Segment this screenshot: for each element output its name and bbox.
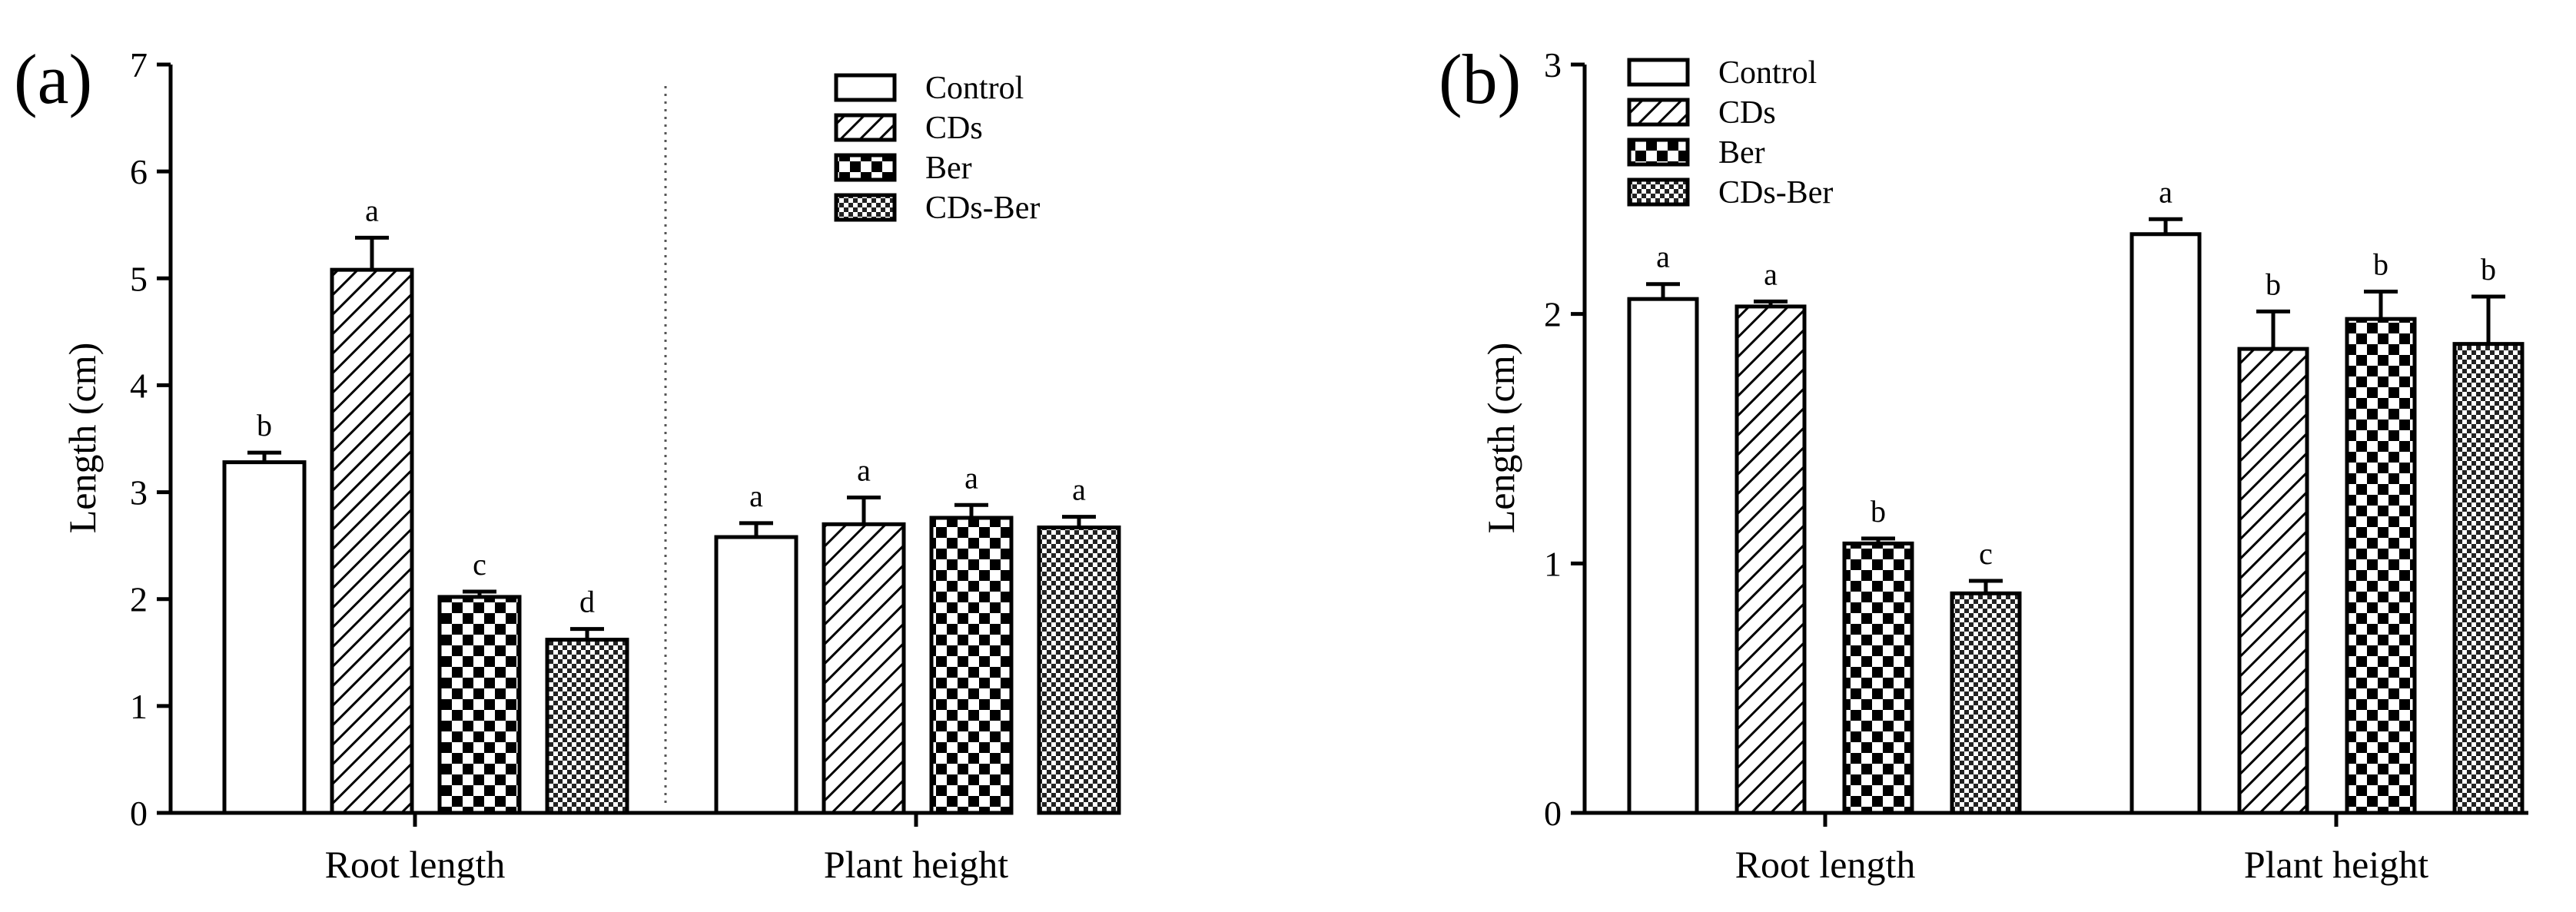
bar-cds <box>822 522 906 815</box>
bar-cds-ber <box>1950 591 2022 815</box>
legend-swatch <box>834 153 897 182</box>
bar-ber <box>1842 541 1914 815</box>
significance-letter: a <box>857 453 871 488</box>
y-axis-title: Length (cm) <box>61 343 104 534</box>
bar-control <box>2130 232 2202 815</box>
x-category-label: Root length <box>1735 843 1916 886</box>
y-tick-label: 1 <box>1544 544 1562 583</box>
significance-letter: b <box>1871 494 1886 529</box>
bar-cds <box>1734 304 1807 815</box>
y-tick-label: 1 <box>130 687 148 726</box>
significance-letter: b <box>257 408 272 443</box>
panel-label: (a) <box>14 40 92 118</box>
legend-swatch <box>1627 98 1690 127</box>
y-tick-label: 2 <box>130 580 148 619</box>
significance-letter: a <box>1072 473 1086 507</box>
legend-swatch <box>1627 138 1690 167</box>
legend-label: Control <box>925 71 1024 106</box>
significance-letter: a <box>749 479 763 513</box>
significance-letter: b <box>2481 252 2496 287</box>
significance-letter: a <box>1656 240 1670 274</box>
legend-label: CDs-Ber <box>1718 175 1833 211</box>
legend-label: Ber <box>925 151 972 186</box>
bar-control <box>1627 297 1699 815</box>
chart-panel-b: (b) Length (cm) 0 1 2 3 Root length Plant heigh… <box>1439 40 2528 886</box>
bar-control <box>222 460 307 815</box>
y-tick-label: 4 <box>130 366 148 405</box>
significance-letter: a <box>365 193 379 227</box>
x-category-label: Root length <box>325 843 506 886</box>
bar-ber <box>437 595 522 815</box>
y-tick-label: 7 <box>130 45 148 85</box>
legend-label: CDs-Ber <box>925 191 1040 226</box>
y-axis-title: Length (cm) <box>1479 343 1522 534</box>
bar-cds-ber <box>1037 525 1121 815</box>
legend-swatch <box>834 113 897 142</box>
significance-letter: a <box>964 460 978 495</box>
significance-letter: a <box>1764 257 1778 291</box>
chart-panel-a: (a) Length (cm) 0 1 2 3 4 5 6 7 Root length Plant h… <box>14 40 1121 886</box>
bar-cds <box>330 267 414 815</box>
legend-label: Ber <box>1718 135 1765 171</box>
legend-swatch <box>1627 58 1690 87</box>
legend-label: CDs <box>925 111 983 146</box>
legend-label: CDs <box>1718 95 1776 131</box>
significance-letter: c <box>473 547 486 582</box>
y-tick-label: 6 <box>130 152 148 191</box>
bar-cds <box>2237 347 2309 815</box>
bar-ber <box>2345 317 2417 815</box>
significance-letter: a <box>2159 174 2173 209</box>
bar-ber <box>929 516 1014 815</box>
significance-letter: b <box>2373 247 2388 281</box>
legend-swatch <box>834 73 897 102</box>
y-tick-label: 0 <box>1544 794 1562 833</box>
bar-cds-ber <box>545 638 629 815</box>
legend-label: Control <box>1718 55 1817 91</box>
legend-swatch <box>1627 177 1690 207</box>
y-tick-label: 3 <box>130 473 148 512</box>
panel-label: (b) <box>1439 40 1521 118</box>
bar-control <box>714 535 798 815</box>
y-tick-label: 0 <box>130 794 148 833</box>
y-tick-label: 3 <box>1544 45 1562 85</box>
significance-letter: b <box>2266 267 2281 301</box>
y-tick-label: 5 <box>130 259 148 298</box>
x-category-label: Plant height <box>2244 843 2428 886</box>
significance-letter: d <box>579 585 595 619</box>
significance-letter: c <box>1979 536 1993 571</box>
y-tick-label: 2 <box>1544 295 1562 334</box>
x-category-label: Plant height <box>824 843 1008 886</box>
bar-cds-ber <box>2452 342 2525 815</box>
legend-swatch <box>834 193 897 222</box>
